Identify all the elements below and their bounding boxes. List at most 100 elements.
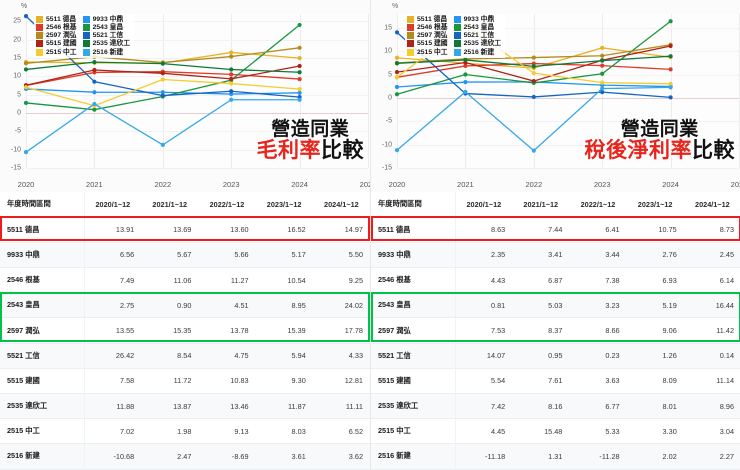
series-lines (394, 19, 673, 153)
legend-item[interactable]: 2516 新建 (453, 49, 501, 56)
legend-item[interactable]: 2516 新建 (82, 49, 130, 56)
table-cell-value: 2.47 (141, 443, 199, 470)
table-header-period-label: 年度時間區間 (371, 192, 456, 218)
table-header-row: 年度時間區間 2020/1~12 2021/1~12 2022/1~12 2023/1~… (0, 192, 370, 218)
legend-item[interactable]: 5511 德昌 (36, 16, 77, 24)
series-data-point (668, 95, 673, 100)
legend-item[interactable]: 2543 皇昌 (453, 24, 501, 32)
series-data-point (531, 64, 536, 69)
legend-item[interactable]: 5515 建國 (36, 40, 77, 48)
series-data-point (668, 19, 673, 24)
table-cell-value: 2.75 (84, 292, 142, 319)
overlay-title-line2: 毛利率比較 (257, 139, 365, 162)
table-row[interactable]: 2597 潤弘 7.53 8.37 8.66 9.06 11.42 (371, 317, 740, 344)
table-cell-value: 7.49 (84, 267, 142, 294)
legend-label: 2515 中工 (417, 48, 448, 56)
table-cell-value: 7.02 (84, 418, 142, 445)
table-row[interactable]: 5521 工信 14.07 0.95 0.23 1.26 0.14 (371, 343, 740, 369)
table-row[interactable]: 2597 潤弘 13.55 15.35 13.78 15.39 17.78 (0, 317, 370, 344)
table-row[interactable]: 2535 達欣工 11.88 13.87 13.46 11.87 11.11 (0, 393, 370, 420)
table-cell-value: 7.38 (569, 267, 627, 294)
gridline-horizontal (397, 74, 739, 76)
gridline-vertical (368, 14, 369, 168)
table-body: 5511 德昌 13.91 13.69 13.60 16.52 14.97 9933 中鼎 6… (0, 217, 370, 470)
table-cell-value: 5.54 (455, 368, 513, 395)
table-row[interactable]: 2515 中工 7.02 1.98 9.13 8.03 6.52 (0, 418, 370, 445)
series-data-point (463, 57, 468, 63)
chart-legend: 5511 德昌 9933 中鼎 2546 根基 2543 皇昌 2597 潤弘 5521 … (34, 14, 135, 58)
table-cell-value: 2.45 (683, 242, 740, 269)
table-header-period-label: 年度時間區間 (0, 192, 85, 218)
table-row-label: 2516 新建 (371, 443, 456, 470)
table-row[interactable]: 2516 新建 -11.18 1.31 -11.28 2.02 2.27 (371, 443, 740, 470)
table-cell-value: 8.01 (626, 393, 684, 420)
legend-item[interactable]: 5515 建國 (407, 40, 448, 48)
table-cell-value: -10.68 (84, 443, 142, 470)
table-row[interactable]: 9933 中鼎 6.56 5.67 5.66 5.17 5.50 (0, 242, 370, 269)
table-cell-value: 10.83 (198, 368, 256, 395)
table-row[interactable]: 2546 根基 7.49 11.06 11.27 10.54 9.25 (0, 267, 370, 294)
legend-label: 5515 建國 (417, 40, 448, 48)
gridline-vertical (397, 14, 398, 168)
table-row-label: 2543 皇昌 (371, 292, 456, 319)
legend-item[interactable]: 5521 工信 (453, 32, 501, 40)
legend-item[interactable]: 2535 達欣工 (453, 40, 501, 48)
table-cell-value: 8.95 (255, 292, 313, 319)
legend-item[interactable]: 5511 德昌 (407, 16, 448, 24)
y-axis-tick-label: 0 (388, 94, 392, 102)
series-data-point (297, 45, 302, 50)
table-row[interactable]: 9933 中鼎 2.35 3.41 3.44 2.76 2.45 (371, 242, 740, 269)
table-cell-value: 8.54 (141, 343, 199, 369)
table-cell-value: 3.04 (683, 418, 740, 445)
series-data-point (229, 54, 234, 59)
legend-swatch-icon (36, 32, 43, 40)
series-data-point (160, 61, 165, 66)
legend-item[interactable]: 2535 達欣工 (82, 40, 130, 48)
y-axis-tick-label: 20 (13, 36, 21, 44)
legend-item[interactable]: 2597 潤弘 (407, 32, 448, 40)
data-table: 年度時間區間 2020/1~12 2021/1~12 2022/1~12 2023/1~… (0, 192, 370, 470)
table-cell-value: 0.90 (141, 292, 199, 319)
table-row[interactable]: 2543 皇昌 2.75 0.90 4.51 8.95 24.02 (0, 292, 370, 319)
table-cell-value: 3.63 (569, 368, 627, 395)
legend-item[interactable]: 2546 根基 (36, 24, 77, 32)
table-row[interactable]: 5515 建國 7.58 11.72 10.83 9.30 12.81 (0, 368, 370, 395)
table-row[interactable]: 2516 新建 -10.68 2.47 -8.69 3.61 3.62 (0, 443, 370, 470)
table-row-label: 2546 根基 (0, 267, 85, 294)
series-data-point (394, 148, 400, 153)
y-axis-tick-label: -5 (385, 117, 392, 125)
series-data-point (600, 90, 605, 95)
series-data-point (600, 63, 605, 68)
series-data-point (229, 72, 234, 77)
legend-item[interactable]: 9933 中鼎 (453, 16, 501, 24)
table-cell-value: 5.33 (569, 418, 627, 445)
table-cell-value: 11.14 (683, 368, 740, 395)
table-cell-value: 9.30 (255, 368, 313, 395)
table-cell-value: 11.87 (255, 393, 313, 420)
table-row[interactable]: 2535 達欣工 7.42 8.16 6.77 8.01 8.96 (371, 393, 740, 420)
gridline-vertical (670, 14, 672, 168)
table-header-year: 2020/1~12 (455, 192, 513, 218)
legend-item[interactable]: 2515 中工 (407, 49, 448, 56)
table-row[interactable]: 2543 皇昌 0.81 5.03 3.23 5.19 16.44 (371, 292, 740, 319)
legend-item[interactable]: 9933 中鼎 (82, 16, 130, 24)
gridline-horizontal (26, 94, 368, 96)
table-row[interactable]: 5511 德昌 13.91 13.69 13.60 16.52 14.97 (0, 217, 370, 243)
series-data-point (668, 81, 673, 86)
x-axis-tick-label: 2022 (525, 179, 543, 189)
table-row[interactable]: 5515 建國 5.54 7.61 3.63 8.09 11.14 (371, 368, 740, 395)
table-row[interactable]: 2546 根基 4.43 6.87 7.38 6.93 6.14 (371, 267, 740, 294)
legend-item[interactable]: 2597 潤弘 (36, 32, 77, 40)
table-cell-value: 4.45 (455, 418, 513, 445)
table-row[interactable]: 2515 中工 4.45 15.48 5.33 3.30 3.04 (371, 418, 740, 445)
legend-label: 9933 中鼎 (463, 16, 495, 23)
table-row[interactable]: 5511 德昌 8.63 7.44 6.41 10.75 8.73 (371, 217, 740, 243)
series-data-point (160, 142, 165, 147)
legend-item[interactable]: 2546 根基 (407, 24, 448, 32)
legend-item[interactable]: 2543 皇昌 (82, 24, 130, 32)
series-data-point (531, 55, 536, 60)
series-data-point (297, 63, 302, 69)
legend-item[interactable]: 5521 工信 (82, 32, 130, 40)
legend-item[interactable]: 2515 中工 (36, 49, 77, 56)
table-row[interactable]: 5521 工信 26.42 8.54 4.75 5.94 4.33 (0, 343, 370, 369)
